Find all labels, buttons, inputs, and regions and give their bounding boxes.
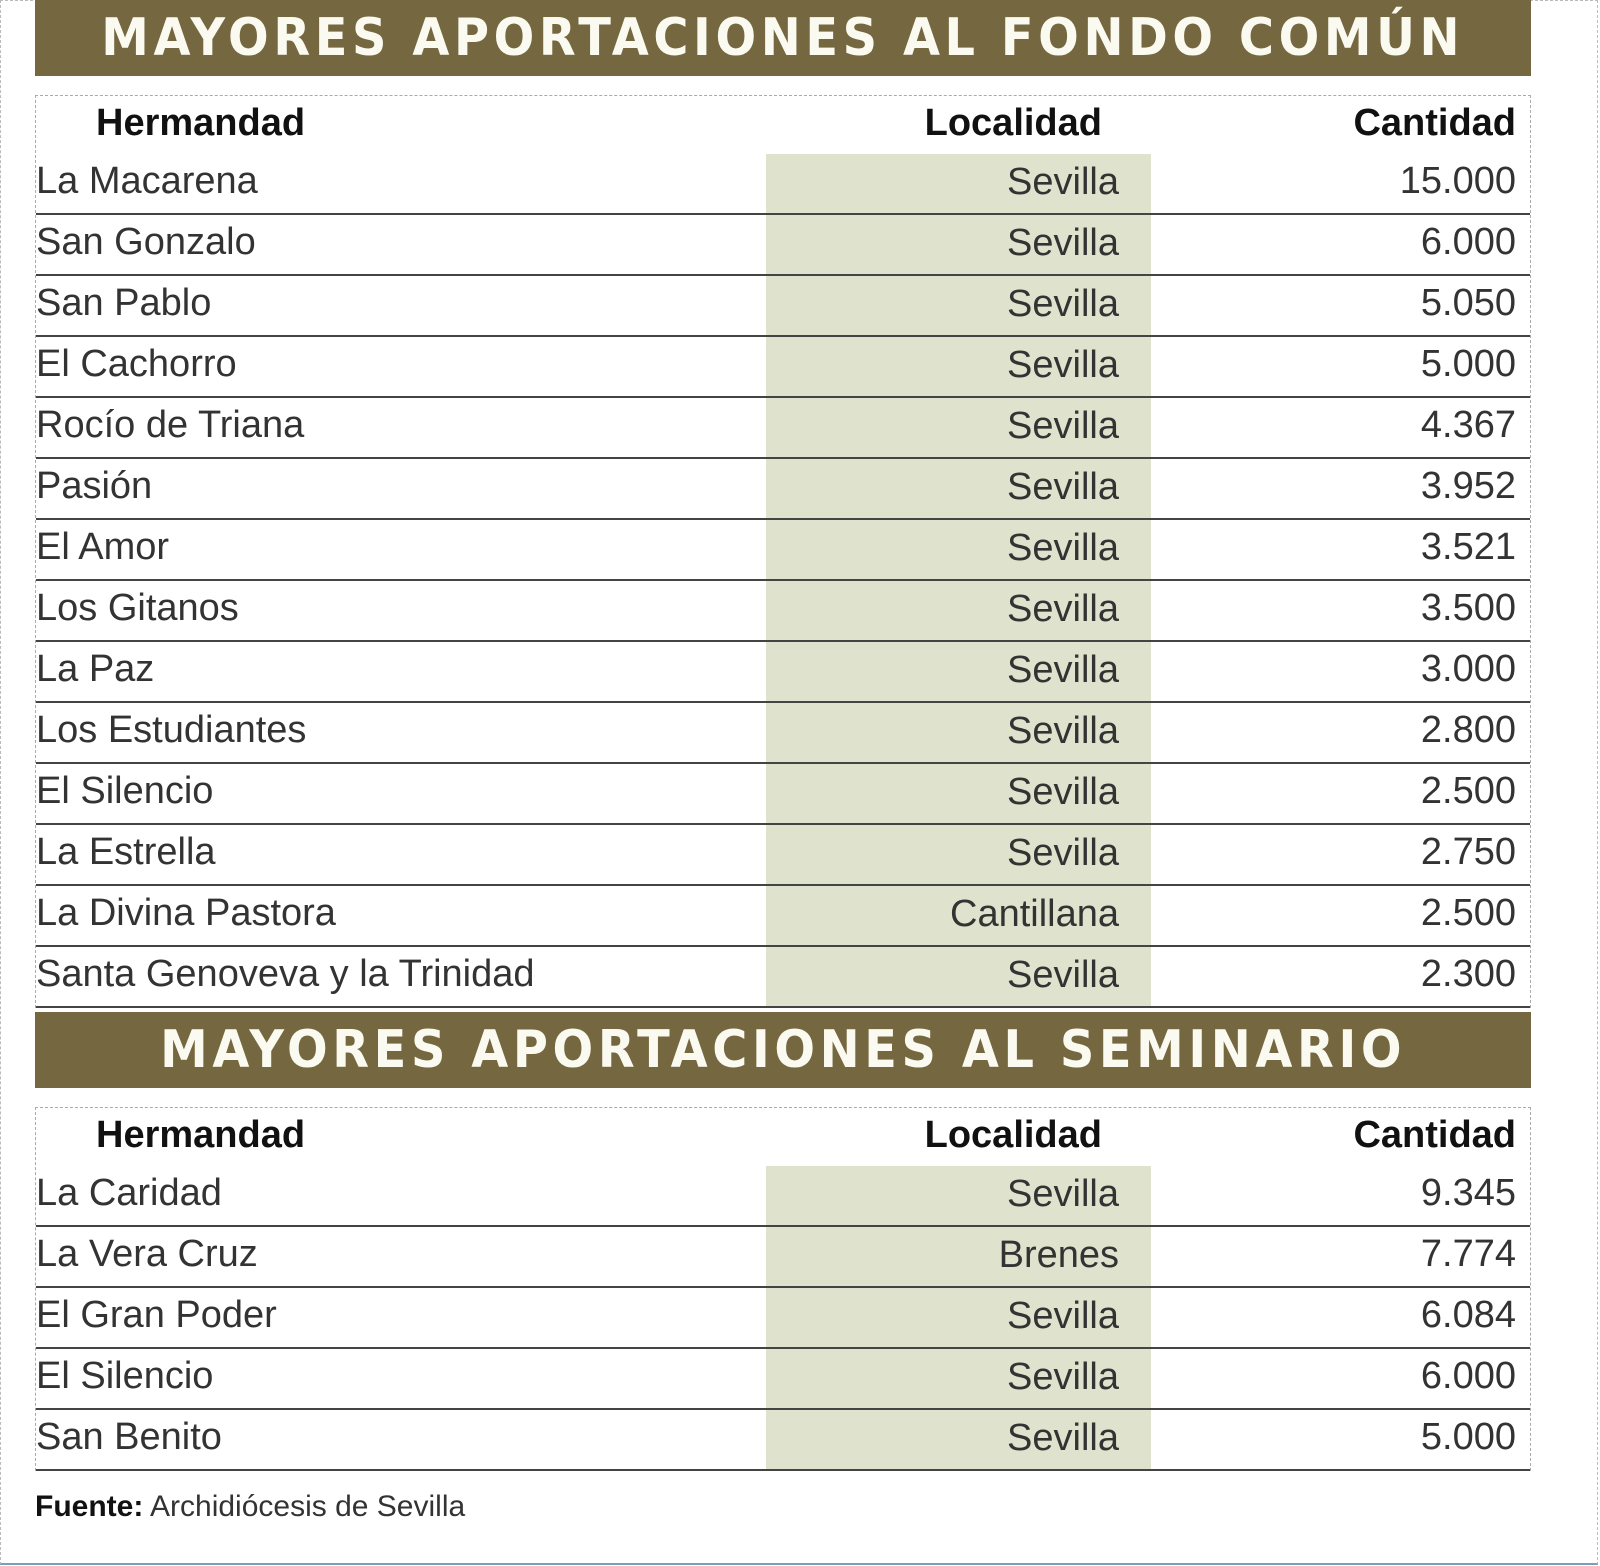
cell-cantidad: 3.952 — [1420, 465, 1516, 507]
cell-localidad: Cantillana — [766, 886, 1151, 945]
cell-hermandad: El Cachorro — [36, 343, 237, 385]
table-row: La Caridad Sevilla 9.345 — [36, 1166, 1530, 1227]
table-row: La Divina Pastora Cantillana 2.500 — [36, 886, 1530, 947]
table-row: El Gran Poder Sevilla 6.084 — [36, 1288, 1530, 1349]
table-row: Los Estudiantes Sevilla 2.800 — [36, 703, 1530, 764]
cell-cantidad: 7.774 — [1420, 1233, 1516, 1275]
cell-hermandad: Pasión — [36, 465, 153, 507]
cell-localidad: Sevilla — [766, 215, 1151, 274]
cell-localidad: Sevilla — [766, 459, 1151, 518]
cell-cantidad: 5.000 — [1420, 1416, 1516, 1458]
cell-hermandad: San Pablo — [36, 282, 212, 324]
table-row: San Gonzalo Sevilla 6.000 — [36, 215, 1530, 276]
table-header: Hermandad Localidad Cantidad — [36, 1108, 1530, 1166]
header-cantidad: Cantidad — [1353, 102, 1516, 144]
cell-hermandad: San Benito — [36, 1416, 222, 1458]
source-note: Fuente: Archidiócesis de Sevilla — [35, 1490, 465, 1524]
table-row: La Estrella Sevilla 2.750 — [36, 825, 1530, 886]
cell-localidad: Sevilla — [766, 764, 1151, 823]
cell-cantidad: 9.345 — [1420, 1172, 1516, 1214]
cell-localidad: Sevilla — [766, 947, 1151, 1006]
cell-localidad: Sevilla — [766, 276, 1151, 335]
cell-cantidad: 6.000 — [1420, 221, 1516, 263]
cell-hermandad: La Divina Pastora — [36, 892, 336, 934]
cell-cantidad: 2.300 — [1420, 953, 1516, 995]
cell-localidad: Sevilla — [766, 1166, 1151, 1225]
table-row: Los Gitanos Sevilla 3.500 — [36, 581, 1530, 642]
cell-hermandad: El Gran Poder — [36, 1294, 277, 1336]
cell-localidad: Sevilla — [766, 703, 1151, 762]
table-row: La Macarena Sevilla 15.000 — [36, 154, 1530, 215]
table-row: El Cachorro Sevilla 5.000 — [36, 337, 1530, 398]
table-fondo-comun: Hermandad Localidad Cantidad La Macarena Sev… — [35, 95, 1531, 1008]
cell-cantidad: 5.050 — [1420, 282, 1516, 324]
table-row: El Amor Sevilla 3.521 — [36, 520, 1530, 581]
table-row: El Silencio Sevilla 2.500 — [36, 764, 1530, 825]
cell-cantidad: 2.500 — [1420, 892, 1516, 934]
source-label: Fuente: — [35, 1490, 144, 1523]
table-row: La Paz Sevilla 3.000 — [36, 642, 1530, 703]
cell-hermandad: La Macarena — [36, 160, 258, 202]
table-header: Hermandad Localidad Cantidad — [36, 96, 1530, 154]
cell-cantidad: 3.000 — [1420, 648, 1516, 690]
table-row: San Pablo Sevilla 5.050 — [36, 276, 1530, 337]
cell-hermandad: La Paz — [36, 648, 155, 690]
cell-hermandad: El Silencio — [36, 770, 214, 812]
cell-cantidad: 5.000 — [1420, 343, 1516, 385]
header-hermandad: Hermandad — [96, 1114, 306, 1156]
cell-hermandad: La Vera Cruz — [36, 1233, 258, 1275]
cell-localidad: Sevilla — [766, 520, 1151, 579]
cell-hermandad: Rocío de Triana — [36, 404, 305, 446]
header-localidad: Localidad — [924, 1114, 1102, 1156]
table-seminario: Hermandad Localidad Cantidad La Caridad Sevi… — [35, 1107, 1531, 1471]
section-title-fondo-comun: MAYORES APORTACIONES AL FONDO COMÚN — [35, 0, 1531, 76]
cell-localidad: Sevilla — [766, 1410, 1151, 1469]
cell-hermandad: El Amor — [36, 526, 170, 568]
cell-cantidad: 3.500 — [1420, 587, 1516, 629]
table-row: Rocío de Triana Sevilla 4.367 — [36, 398, 1530, 459]
cell-localidad: Sevilla — [766, 154, 1151, 213]
header-localidad: Localidad — [924, 102, 1102, 144]
table-row: La Vera Cruz Brenes 7.774 — [36, 1227, 1530, 1288]
cell-localidad: Brenes — [766, 1227, 1151, 1286]
section-title-seminario: MAYORES APORTACIONES AL SEMINARIO — [35, 1012, 1531, 1088]
cell-hermandad: La Caridad — [36, 1172, 222, 1214]
cell-localidad: Sevilla — [766, 825, 1151, 884]
cell-cantidad: 6.084 — [1420, 1294, 1516, 1336]
cell-localidad: Sevilla — [766, 337, 1151, 396]
cell-cantidad: 3.521 — [1420, 526, 1516, 568]
title-text: MAYORES APORTACIONES AL FONDO COMÚN — [101, 8, 1465, 68]
header-cantidad: Cantidad — [1353, 1114, 1516, 1156]
cell-localidad: Sevilla — [766, 398, 1151, 457]
cell-localidad: Sevilla — [766, 1349, 1151, 1408]
header-hermandad: Hermandad — [96, 102, 306, 144]
cell-localidad: Sevilla — [766, 642, 1151, 701]
table-row: Pasión Sevilla 3.952 — [36, 459, 1530, 520]
cell-cantidad: 4.367 — [1420, 404, 1516, 446]
table-row: Santa Genoveva y la Trinidad Sevilla 2.300 — [36, 947, 1530, 1008]
cell-hermandad: El Silencio — [36, 1355, 214, 1397]
cell-hermandad: Santa Genoveva y la Trinidad — [36, 953, 535, 995]
table-row: San Benito Sevilla 5.000 — [36, 1410, 1530, 1471]
cell-cantidad: 15.000 — [1399, 160, 1516, 202]
cell-hermandad: Los Estudiantes — [36, 709, 307, 751]
title-text: MAYORES APORTACIONES AL SEMINARIO — [160, 1020, 1406, 1080]
cell-hermandad: La Estrella — [36, 831, 216, 873]
table-row: El Silencio Sevilla 6.000 — [36, 1349, 1530, 1410]
cell-hermandad: Los Gitanos — [36, 587, 239, 629]
cell-localidad: Sevilla — [766, 1288, 1151, 1347]
cell-hermandad: San Gonzalo — [36, 221, 256, 263]
cell-cantidad: 2.800 — [1420, 709, 1516, 751]
cell-cantidad: 2.500 — [1420, 770, 1516, 812]
cell-cantidad: 6.000 — [1420, 1355, 1516, 1397]
cell-cantidad: 2.750 — [1420, 831, 1516, 873]
source-text: Archidiócesis de Sevilla — [150, 1490, 466, 1523]
cell-localidad: Sevilla — [766, 581, 1151, 640]
